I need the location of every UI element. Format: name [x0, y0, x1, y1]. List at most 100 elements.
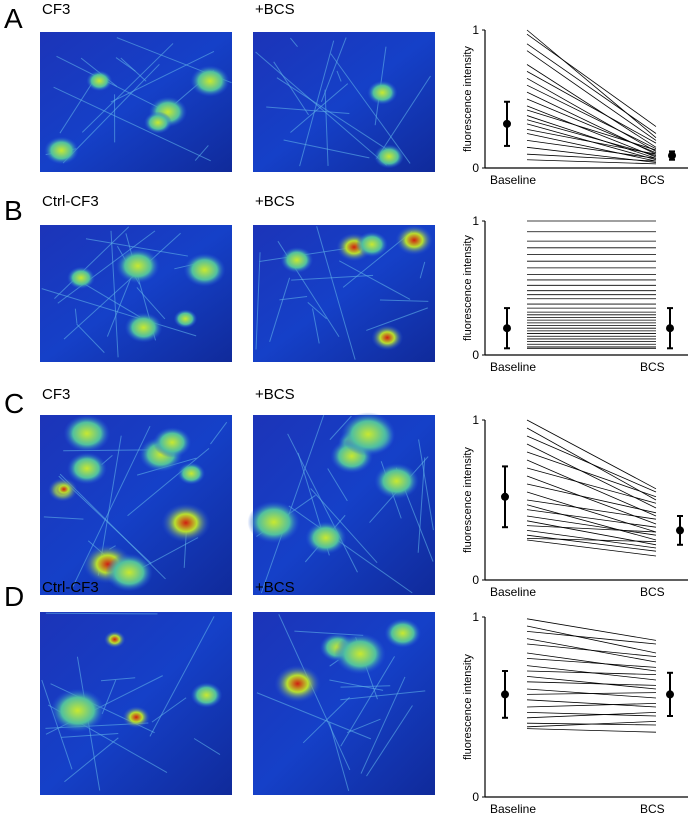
subject-line	[526, 618, 657, 641]
neurite	[151, 697, 187, 723]
subject-line	[526, 43, 657, 134]
micrograph	[247, 412, 435, 595]
subject-line	[526, 159, 657, 165]
subject-line	[526, 530, 657, 549]
subject-line	[526, 419, 657, 490]
neurite	[61, 732, 119, 738]
y-tick-label: 1	[472, 214, 479, 228]
image-label: +BCS	[255, 579, 295, 596]
neurite	[379, 299, 429, 302]
mean-point	[501, 492, 509, 501]
x-tick-label: Baseline	[490, 802, 536, 816]
subject-line	[526, 153, 657, 162]
subject-line	[526, 728, 657, 733]
neurite	[64, 737, 119, 783]
subject-line	[526, 625, 657, 654]
neurite	[210, 421, 228, 445]
y-tick-label: 0	[472, 573, 479, 587]
cell	[177, 462, 206, 485]
subject-line	[526, 451, 657, 498]
mean-point	[501, 690, 509, 699]
y-axis-label: fluorescence intensity	[462, 46, 474, 152]
neurite	[45, 612, 158, 615]
subject-line	[526, 643, 657, 657]
neurite	[320, 37, 347, 103]
neurite	[290, 83, 349, 133]
y-tick-label: 0	[472, 790, 479, 804]
neurite	[279, 296, 308, 301]
neurite	[54, 226, 130, 299]
cell	[183, 253, 226, 287]
subject-line	[526, 538, 657, 542]
cell	[86, 70, 113, 92]
neurite	[336, 70, 342, 82]
subject-line	[526, 658, 657, 668]
subject-line	[526, 703, 657, 708]
cell	[274, 665, 321, 703]
subject-line	[526, 119, 657, 156]
cell	[124, 312, 163, 343]
subject-line	[526, 491, 657, 533]
micrograph	[40, 225, 232, 362]
subject-line	[526, 504, 657, 541]
neurite	[288, 505, 413, 594]
neurite	[127, 447, 210, 517]
subject-line	[526, 140, 657, 159]
neurite	[340, 685, 391, 688]
cell	[367, 80, 398, 105]
mean-point	[666, 324, 674, 333]
subject-line	[526, 631, 657, 645]
panel-letter: C	[4, 388, 24, 419]
cell	[280, 247, 314, 274]
neurite	[316, 226, 356, 360]
neurite	[76, 323, 105, 353]
subject-line	[526, 499, 657, 520]
panel-letter: D	[4, 581, 24, 612]
neurite	[376, 75, 431, 159]
neurite	[330, 53, 411, 164]
neurite	[283, 139, 370, 159]
subject-line	[526, 670, 657, 675]
subject-line	[526, 115, 657, 159]
x-tick-label: BCS	[640, 173, 665, 187]
subject-line	[526, 50, 657, 141]
micrograph	[40, 612, 232, 795]
neurite	[366, 307, 428, 331]
subject-line	[526, 681, 657, 686]
cell	[356, 231, 388, 258]
subject-line	[526, 105, 657, 158]
mean-point	[666, 690, 674, 699]
cell	[190, 682, 223, 708]
subject-line	[526, 483, 657, 514]
neurite	[80, 281, 141, 318]
subject-line	[526, 676, 657, 690]
neurite	[273, 61, 309, 116]
panel-letter: B	[4, 195, 23, 226]
neurite	[347, 718, 381, 734]
neurite	[110, 51, 215, 103]
neurite	[299, 40, 335, 167]
cell	[395, 225, 433, 256]
neurite	[312, 308, 320, 344]
image-label: CF3	[42, 1, 70, 18]
cell	[103, 630, 126, 648]
y-axis-label: fluorescence intensity	[462, 235, 474, 341]
subject-line	[526, 29, 657, 138]
neurite	[338, 260, 411, 300]
neurite	[53, 86, 211, 162]
mean-point	[503, 324, 511, 333]
neurite	[419, 261, 426, 279]
neurite	[194, 145, 209, 161]
subject-line	[526, 539, 657, 557]
neurite	[276, 77, 397, 157]
subject-line	[526, 721, 657, 728]
micrograph	[253, 225, 435, 362]
cell	[247, 501, 301, 544]
subject-line	[526, 435, 657, 493]
neurite	[266, 106, 350, 114]
neurite	[106, 278, 132, 337]
subject-line	[526, 534, 657, 552]
x-tick-label: BCS	[640, 585, 665, 599]
cell	[66, 452, 107, 485]
cell	[153, 427, 192, 458]
